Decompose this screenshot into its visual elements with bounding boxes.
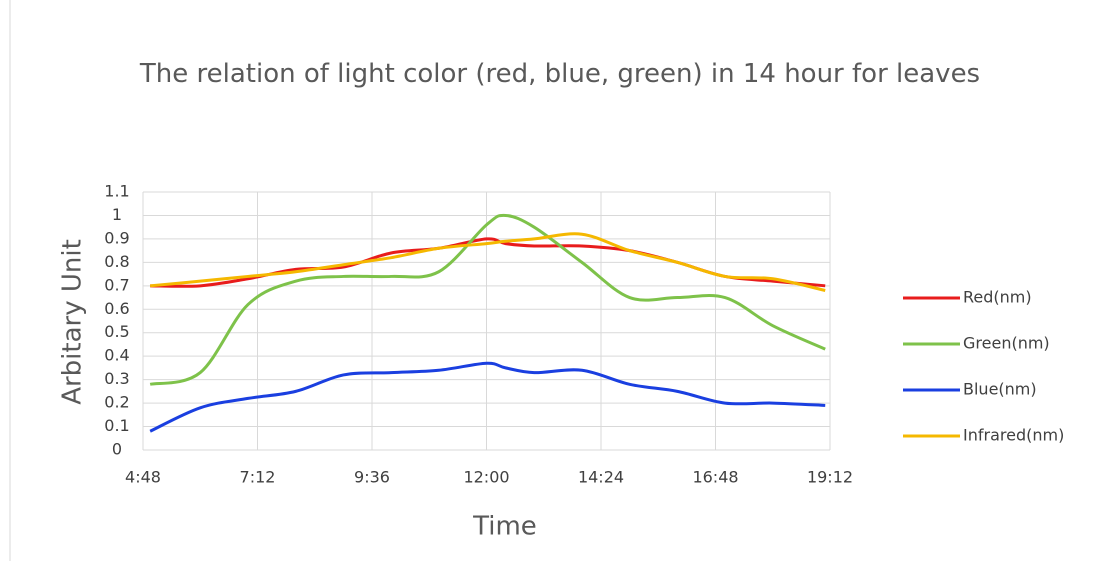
x-tick-label: 9:36 [354, 468, 390, 487]
y-tick-label: 0.5 [104, 322, 129, 341]
legend-label: Blue(nm) [963, 380, 1037, 399]
chart: The relation of light color (red, blue, … [0, 0, 1111, 561]
plot: Arbitary Unit Time 0 0.1 0.2 0.3 0.4 0.5 0.6 0.… [0, 0, 1111, 561]
x-tick-label: 4:48 [125, 468, 161, 487]
x-tick-label: 12:00 [463, 468, 509, 487]
x-tick-label: 7:12 [240, 468, 276, 487]
y-tick-label: 1.1 [104, 182, 129, 201]
y-axis-title: Arbitary Unit [58, 239, 88, 405]
x-tick-label: 16:48 [692, 468, 738, 487]
y-tick-label: 0.4 [104, 346, 129, 365]
legend-label: Infrared(nm) [963, 426, 1064, 445]
y-tick-label: 0.8 [104, 252, 129, 271]
y-tick-label: 0 [112, 440, 122, 459]
y-tick-label: 0.1 [104, 416, 129, 435]
y-tick-label: 0.6 [104, 299, 129, 318]
x-axis-title: Time [472, 512, 537, 542]
series-line [150, 215, 825, 384]
y-tick-label: 0.9 [104, 228, 129, 247]
legend-label: Red(nm) [963, 288, 1032, 307]
y-tick-label: 0.2 [104, 393, 129, 412]
x-tick-label: 19:12 [807, 468, 853, 487]
series-line [150, 363, 825, 431]
y-tick-label: 0.3 [104, 369, 129, 388]
y-tick-label: 0.7 [104, 275, 129, 294]
legend-label: Green(nm) [963, 334, 1050, 353]
y-tick-label: 1 [112, 205, 122, 224]
x-tick-label: 14:24 [578, 468, 624, 487]
